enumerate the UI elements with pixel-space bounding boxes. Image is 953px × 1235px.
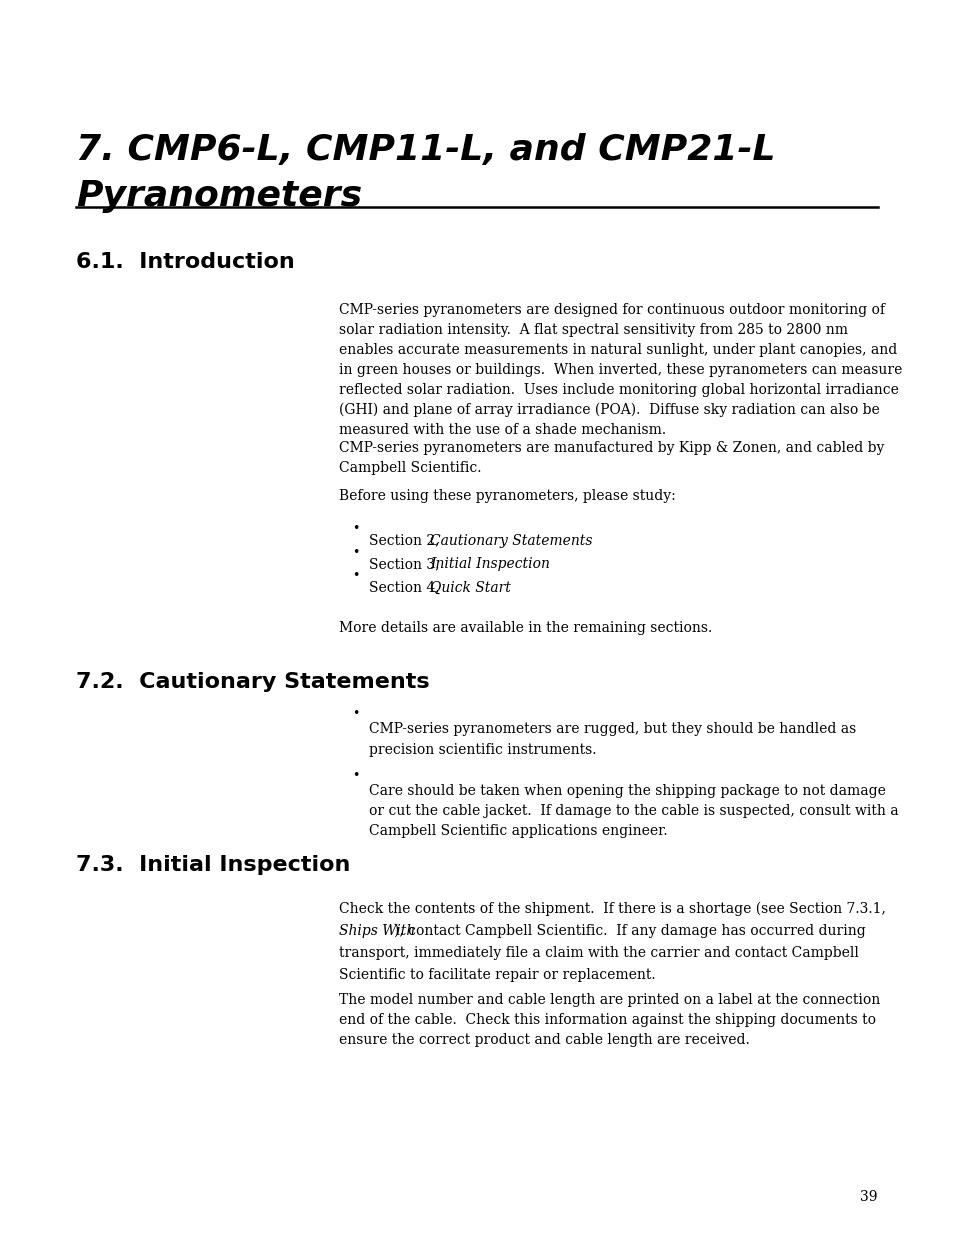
Text: The model number and cable length are printed on a label at the connection
end o: The model number and cable length are pr… bbox=[338, 993, 879, 1047]
Text: Initial Inspection: Initial Inspection bbox=[430, 557, 549, 571]
Text: 7. CMP6-L, CMP11-L, and CMP21-L: 7. CMP6-L, CMP11-L, and CMP21-L bbox=[76, 133, 775, 168]
Text: Scientific to facilitate repair or replacement.: Scientific to facilitate repair or repla… bbox=[338, 968, 655, 982]
Text: 6.1.  Introduction: 6.1. Introduction bbox=[76, 252, 294, 272]
Text: •: • bbox=[352, 569, 359, 582]
Text: •: • bbox=[352, 546, 359, 558]
Text: •: • bbox=[352, 708, 359, 720]
Text: Check the contents of the shipment.  If there is a shortage (see Section 7.3.1,: Check the contents of the shipment. If t… bbox=[338, 902, 884, 916]
Text: •: • bbox=[352, 522, 359, 535]
Text: CMP-series pyranometers are designed for continuous outdoor monitoring of
solar : CMP-series pyranometers are designed for… bbox=[338, 303, 902, 437]
Text: ), contact Campbell Scientific.  If any damage has occurred during: ), contact Campbell Scientific. If any d… bbox=[394, 924, 864, 939]
Text: Pyranometers: Pyranometers bbox=[76, 179, 362, 214]
Text: •: • bbox=[352, 769, 359, 782]
Text: Cautionary Statements: Cautionary Statements bbox=[430, 534, 592, 547]
Text: 7.3.  Initial Inspection: 7.3. Initial Inspection bbox=[76, 855, 351, 874]
Text: Section 2,: Section 2, bbox=[369, 534, 443, 547]
Text: Ships With: Ships With bbox=[338, 924, 415, 937]
Text: Section 3,: Section 3, bbox=[369, 557, 443, 571]
Text: transport, immediately file a claim with the carrier and contact Campbell: transport, immediately file a claim with… bbox=[338, 946, 858, 960]
Text: CMP-series pyranometers are manufactured by Kipp & Zonen, and cabled by
Campbell: CMP-series pyranometers are manufactured… bbox=[338, 441, 883, 475]
Text: Section 4,: Section 4, bbox=[369, 580, 444, 594]
Text: More details are available in the remaining sections.: More details are available in the remain… bbox=[338, 621, 711, 635]
Text: Quick Start: Quick Start bbox=[430, 580, 511, 594]
Text: CMP-series pyranometers are rugged, but they should be handled as
precision scie: CMP-series pyranometers are rugged, but … bbox=[369, 722, 856, 757]
Text: Before using these pyranometers, please study:: Before using these pyranometers, please … bbox=[338, 489, 675, 503]
Text: 7.2.  Cautionary Statements: 7.2. Cautionary Statements bbox=[76, 672, 430, 692]
Text: Care should be taken when opening the shipping package to not damage
or cut the : Care should be taken when opening the sh… bbox=[369, 784, 898, 839]
Text: 39: 39 bbox=[860, 1191, 877, 1204]
